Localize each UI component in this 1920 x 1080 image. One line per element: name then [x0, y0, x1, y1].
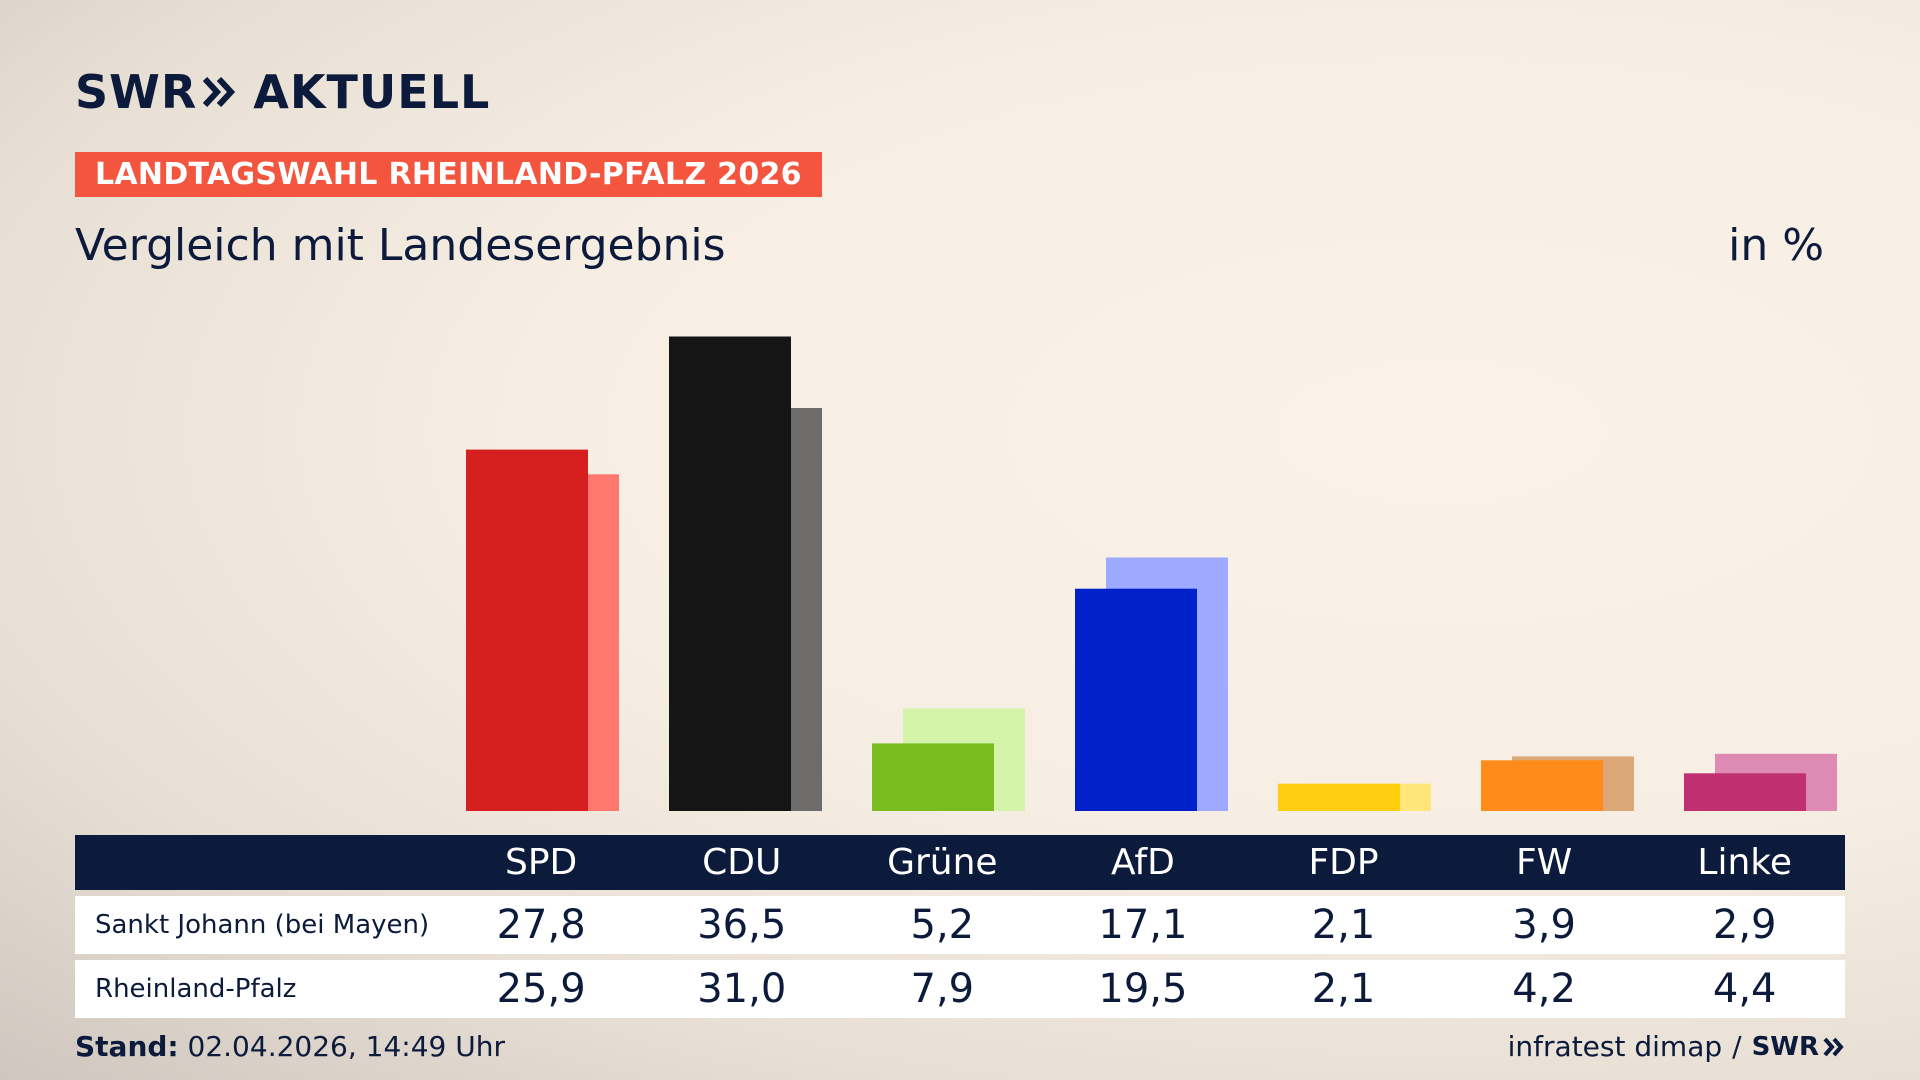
double-chevron-icon [203, 77, 237, 107]
value-cell: 19,5 [1098, 966, 1188, 1012]
stand-value: 02.04.2026, 14:49 Uhr [187, 1030, 505, 1063]
row-label: Sankt Johann (bei Mayen) [95, 910, 430, 940]
value-cell: 36,5 [697, 902, 787, 948]
row-label: Rheinland-Pfalz [95, 974, 297, 1004]
results-table: SPD CDU Grüne AfD FDP FW Linke Sankt Joh… [75, 835, 1845, 1018]
value-cell: 2,1 [1311, 902, 1376, 948]
brand-logo: SWR AKTUELL [75, 62, 490, 122]
party-label: Linke [1697, 842, 1792, 883]
value-cell: 27,8 [496, 902, 586, 948]
value-cell: 3,9 [1512, 902, 1576, 948]
source-credit: infratest dimap / SWR [1508, 1030, 1845, 1063]
party-label: AfD [1111, 842, 1175, 883]
chart-unit: in % [1728, 220, 1824, 271]
party-label: CDU [702, 842, 782, 883]
party-label: FDP [1308, 842, 1379, 883]
value-cell: 5,2 [910, 902, 975, 948]
value-cell: 4,4 [1712, 966, 1777, 1012]
table-row-local: Sankt Johann (bei Mayen) 27,8 36,5 5,2 1… [75, 896, 1845, 954]
source-separator: / [1732, 1030, 1742, 1063]
value-cell: 2,9 [1712, 902, 1777, 948]
bar-local-cdu [669, 336, 791, 811]
bar-local-fdp [1278, 783, 1400, 811]
section-kicker: LANDTAGSWAHL RHEINLAND-PFALZ 2026 [75, 152, 822, 197]
bar-local-spd [466, 449, 588, 811]
value-cell: 7,9 [910, 966, 975, 1012]
timestamp: Stand: 02.04.2026, 14:49 Uhr [75, 1030, 505, 1063]
party-label: FW [1515, 842, 1573, 883]
chart-subtitle: Vergleich mit Landesergebnis [75, 220, 726, 271]
value-cell: 4,2 [1512, 966, 1576, 1012]
value-cell: 25,9 [496, 966, 586, 1012]
value-cell: 31,0 [697, 966, 787, 1012]
party-label: Grüne [887, 842, 998, 883]
double-chevron-icon [1823, 1037, 1845, 1057]
bar-local-fw [1481, 760, 1603, 811]
source-name: infratest dimap [1507, 1030, 1723, 1063]
brand-swr: SWR [75, 65, 198, 119]
brand-aktuell: AKTUELL [253, 65, 491, 119]
bar-local-grne [872, 743, 994, 811]
stand-label: Stand: [75, 1030, 179, 1063]
value-cell: 17,1 [1098, 902, 1188, 948]
value-cell: 2,1 [1311, 966, 1376, 1012]
bar-local-linke [1684, 773, 1806, 811]
table-row-state: Rheinland-Pfalz 25,9 31,0 7,9 19,5 2,1 4… [75, 960, 1845, 1018]
bar-local-afd [1075, 588, 1197, 811]
footer-logo: SWR [1751, 1031, 1819, 1062]
table-header: SPD CDU Grüne AfD FDP FW Linke [75, 835, 1845, 890]
party-label: SPD [505, 842, 578, 883]
